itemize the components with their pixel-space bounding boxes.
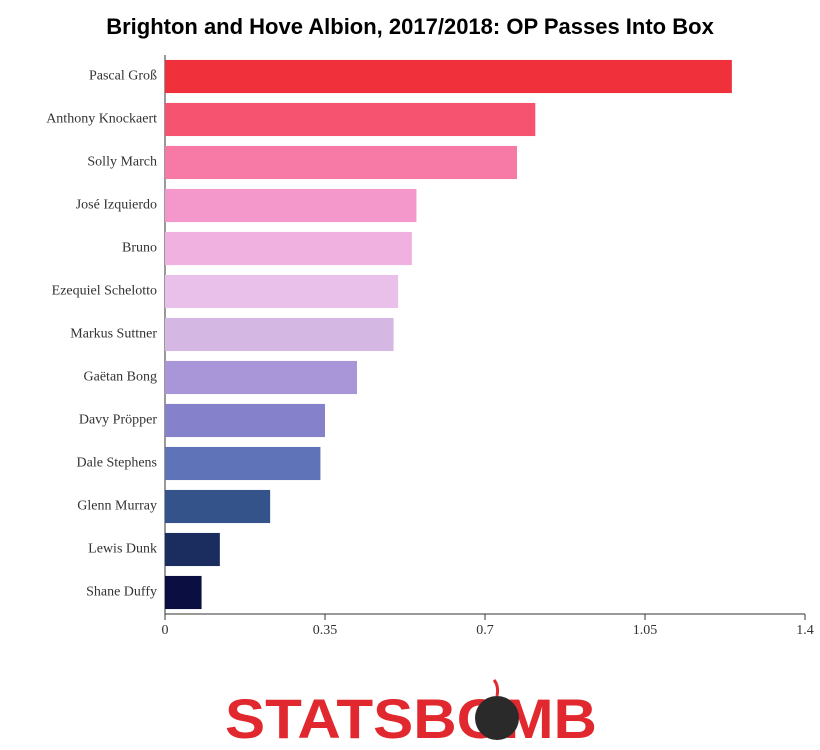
logo-bomb (475, 696, 519, 740)
y-tick-label: Gaëtan Bong (84, 370, 157, 385)
y-tick-label: Davy Pröpper (79, 413, 157, 428)
y-tick-label: Glenn Murray (77, 499, 157, 514)
bar (165, 59, 732, 94)
logo: STATSBOMB (225, 679, 597, 750)
x-tick-label: 1.05 (633, 623, 658, 638)
x-tick-label: 0 (162, 623, 169, 638)
y-tick-label: Markus Suttner (70, 327, 157, 342)
x-tick-label: 0.35 (313, 623, 338, 638)
bar (165, 188, 417, 223)
x-tick-label: 1.4 (796, 623, 814, 638)
bar (165, 274, 399, 309)
bar (165, 532, 220, 567)
bar (165, 145, 517, 180)
logo-text: STATSBOMB (225, 687, 597, 750)
y-tick-label: José Izquierdo (76, 198, 157, 213)
y-tick-label: Dale Stephens (77, 456, 157, 471)
chart-title: Brighton and Hove Albion, 2017/2018: OP … (106, 14, 714, 39)
y-tick-label: Shane Duffy (86, 585, 157, 600)
x-tick-label: 0.7 (476, 623, 494, 638)
bar (165, 317, 394, 352)
bar (165, 360, 357, 395)
y-tick-label: Solly March (87, 155, 157, 170)
bar (165, 403, 325, 438)
logo-fuse (492, 679, 500, 697)
y-tick-label: Anthony Knockaert (46, 112, 157, 127)
bar (165, 446, 321, 481)
y-tick-label: Bruno (122, 241, 157, 256)
bar (165, 489, 271, 524)
y-tick-label: Pascal Groß (89, 69, 157, 84)
bar (165, 231, 412, 266)
y-tick-label: Lewis Dunk (88, 542, 157, 557)
bar (165, 102, 536, 137)
y-tick-label: Ezequiel Schelotto (52, 284, 157, 299)
bar (165, 575, 202, 610)
